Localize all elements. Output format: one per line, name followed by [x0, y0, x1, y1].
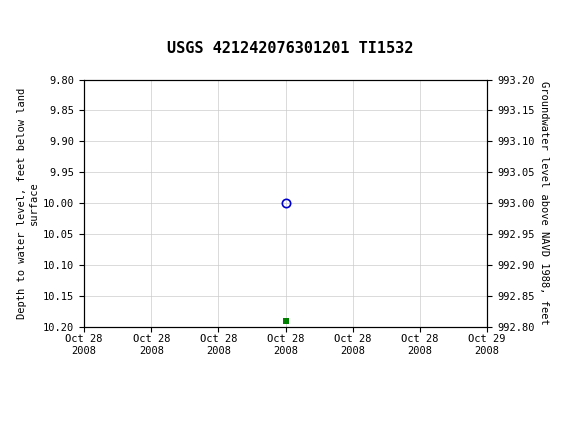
- Y-axis label: Groundwater level above NAVD 1988, feet: Groundwater level above NAVD 1988, feet: [539, 81, 549, 325]
- Text: USGS: USGS: [58, 10, 102, 28]
- Text: USGS 421242076301201 TI1532: USGS 421242076301201 TI1532: [167, 41, 413, 56]
- Y-axis label: Depth to water level, feet below land
surface: Depth to water level, feet below land su…: [17, 88, 39, 319]
- Bar: [6, 3, 55, 36]
